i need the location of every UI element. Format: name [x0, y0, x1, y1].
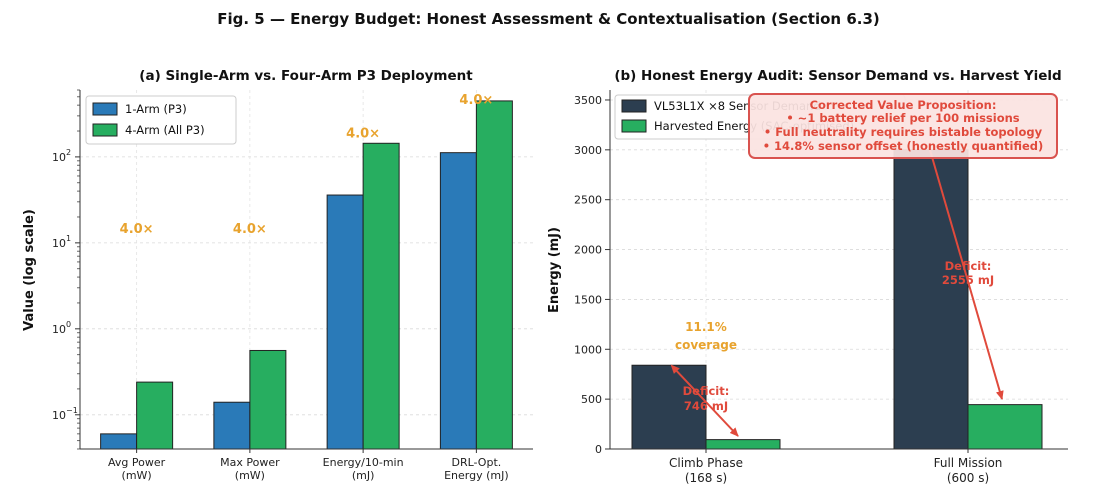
- xtick-label-unit: (mW): [235, 469, 265, 482]
- ytick-label: 10: [52, 409, 66, 422]
- xtick-label: Full Mission: [934, 456, 1003, 470]
- bar-harvested: [705, 439, 781, 450]
- legend-label-4arm: 4-Arm (All P3): [125, 123, 205, 137]
- ratio-label: 4.0×: [346, 126, 380, 141]
- panel-a-bars: [100, 100, 513, 450]
- legend-swatch-sensor: [621, 99, 647, 113]
- bar-1arm: [100, 433, 138, 450]
- deficit-climb-arrow: [670, 364, 739, 437]
- xtick-label: Climb Phase: [669, 456, 743, 470]
- xtick-label: Avg Power: [108, 456, 166, 469]
- deficit-full-line-1: Deficit:: [945, 259, 992, 273]
- ytick-exponent: −1: [66, 406, 78, 415]
- ratio-label: 4.0×: [120, 222, 154, 237]
- ratio-label: 4.0×: [459, 93, 493, 108]
- legend-swatch-harvest: [621, 119, 647, 133]
- coverage-line-1: 11.1%: [685, 320, 727, 334]
- legend-swatch-1arm: [92, 102, 118, 116]
- ytick-label: 2000: [574, 244, 602, 257]
- ytick-exponent: 0: [66, 320, 71, 329]
- value-proposition-line-1: Corrected Value Proposition:: [810, 98, 997, 112]
- ytick-label: 2500: [574, 194, 602, 207]
- ytick-label: 1500: [574, 293, 602, 306]
- bar-4arm: [249, 349, 287, 450]
- ytick-exponent: 1: [66, 234, 71, 243]
- panel-a-legend: 1-Arm (P3) 4-Arm (All P3): [85, 95, 237, 145]
- panel-b-ylabel: Energy (mJ): [547, 227, 562, 313]
- deficit-full-arrow: [929, 149, 1004, 400]
- ytick-exponent: 2: [66, 148, 71, 157]
- panel-b: (b) Honest Energy Audit: Sensor Demand v…: [547, 68, 1068, 485]
- ytick-label: 1000: [574, 343, 602, 356]
- bar-4arm: [475, 100, 513, 450]
- bar-1arm: [326, 194, 364, 450]
- panel-a: (a) Single-Arm vs. Four-Arm P3 Deploymen…: [22, 68, 533, 482]
- bar-4arm: [136, 381, 174, 450]
- deficit-climb-line-1: Deficit:: [683, 384, 730, 398]
- xtick-label-unit: Energy (mJ): [444, 469, 509, 482]
- panel-b-yticks: 0 500 1000 1500 2000 2500 3000 3500: [574, 94, 610, 456]
- panel-a-title: (a) Single-Arm vs. Four-Arm P3 Deploymen…: [139, 68, 473, 84]
- panel-a-ylabel: Value (log scale): [22, 209, 37, 331]
- panel-b-title: (b) Honest Energy Audit: Sensor Demand v…: [614, 68, 1061, 84]
- ytick-label: 10: [52, 323, 66, 336]
- ytick-label: 500: [581, 393, 602, 406]
- value-proposition-frame: [748, 93, 1058, 159]
- coverage-line-2: coverage: [675, 338, 737, 352]
- xtick-label-unit: (168 s): [685, 471, 727, 485]
- xtick-label-unit: (600 s): [947, 471, 989, 485]
- ytick-label: 3500: [574, 94, 602, 107]
- value-proposition-line-4: • 14.8% sensor offset (honestly quantifi…: [763, 139, 1044, 153]
- xtick-label: DRL-Opt.: [451, 456, 501, 469]
- xtick-label-unit: (mJ): [352, 469, 375, 482]
- xtick-label-unit: (mW): [122, 469, 152, 482]
- value-proposition-line-2: • ~1 battery relief per 100 missions: [786, 111, 1019, 125]
- bar-harvested: [967, 404, 1043, 450]
- panel-a-legend-frame: [85, 95, 237, 145]
- xtick-label: Energy/10-min: [323, 456, 404, 469]
- panel-a-ratio-labels: 4.0× 4.0× 4.0× 4.0×: [120, 93, 494, 237]
- legend-swatch-4arm: [92, 123, 118, 137]
- xtick-label: Max Power: [220, 456, 280, 469]
- deficit-climb-line-2: 746 mJ: [684, 399, 728, 413]
- bar-1arm: [439, 152, 477, 450]
- ytick-label: 0: [595, 443, 602, 456]
- ytick-label: 10: [52, 151, 66, 164]
- figure-title: Fig. 5 — Energy Budget: Honest Assessmen…: [217, 10, 880, 28]
- panel-b-xticks: Climb Phase(168 s) Full Mission(600 s): [669, 449, 1002, 485]
- legend-label-1arm: 1-Arm (P3): [125, 102, 187, 116]
- bar-4arm: [362, 142, 400, 450]
- bar-sensor-demand: [893, 149, 969, 450]
- ratio-label: 4.0×: [233, 222, 267, 237]
- panel-a-xticks: Avg Power(mW)Max Power(mW)Energy/10-min(…: [108, 449, 509, 482]
- value-proposition-box: Corrected Value Proposition: • ~1 batter…: [748, 93, 1058, 159]
- ytick-label: 10: [52, 237, 66, 250]
- ytick-label: 3000: [574, 144, 602, 157]
- bar-1arm: [213, 401, 251, 450]
- value-proposition-line-3: • Full neutrality requires bistable topo…: [764, 125, 1043, 139]
- deficit-full-line-2: 2555 mJ: [942, 273, 994, 287]
